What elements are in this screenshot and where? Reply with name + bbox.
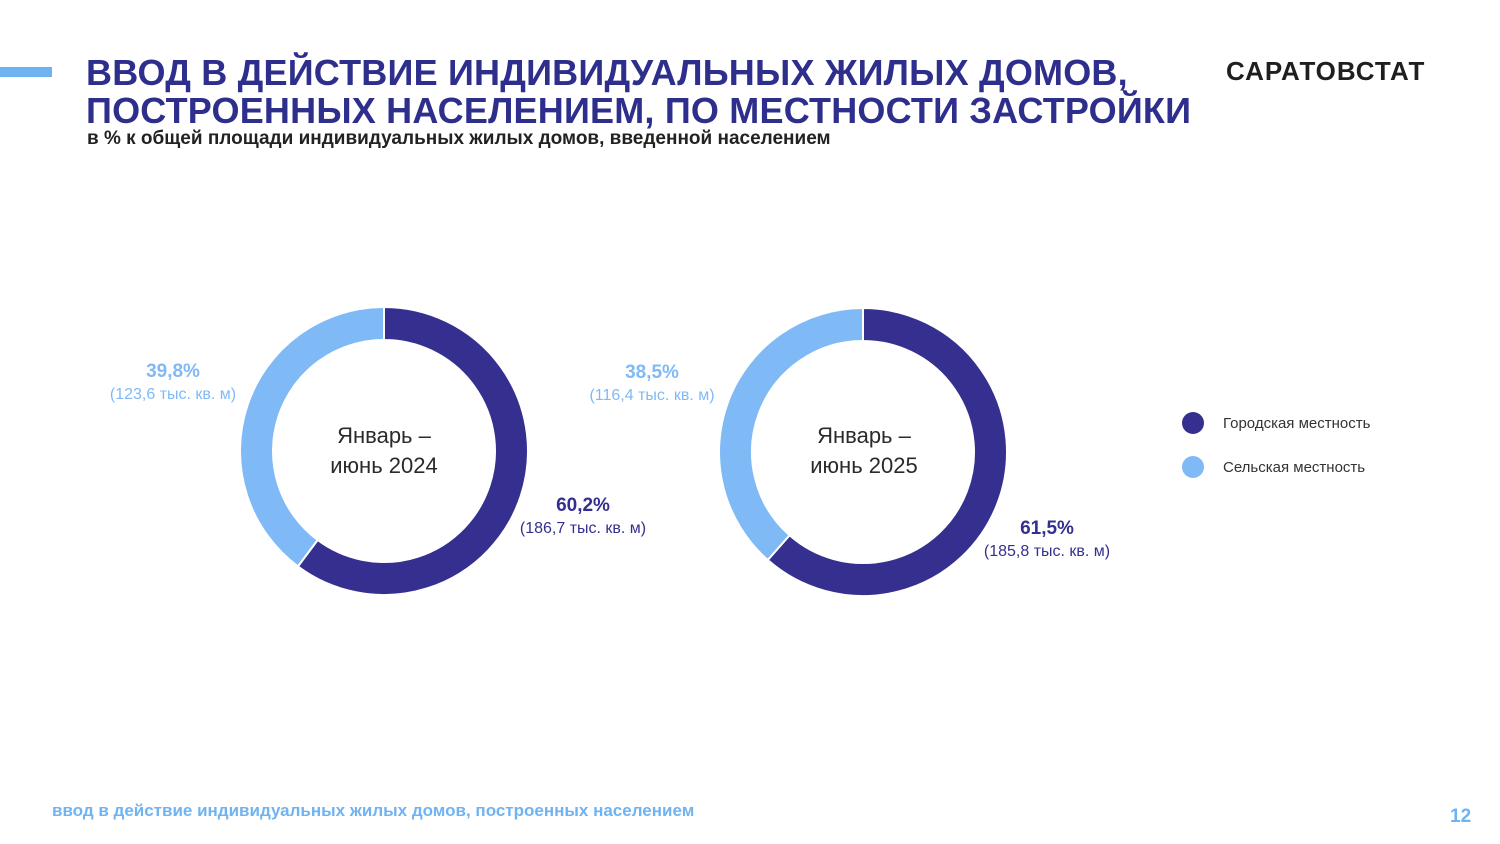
title-line-2: ПОСТРОЕННЫХ НАСЕЛЕНИЕМ, ПО МЕСТНОСТИ ЗАС… — [86, 90, 1192, 131]
chart-2025-rural-label: 38,5% (116,4 тыс. кв. м) — [577, 361, 727, 407]
chart-2024-slice-urban — [296, 305, 529, 596]
chart-2024-urban-percent: 60,2% — [556, 495, 610, 516]
chart-2025-rural-detail: (116,4 тыс. кв. м) — [589, 387, 715, 404]
chart-2024-rural-percent: 39,8% — [146, 361, 200, 382]
page-title: ВВОД В ДЕЙСТВИЕ ИНДИВИДУАЛЬНЫХ ЖИЛЫХ ДОМ… — [86, 54, 1191, 130]
chart-2025-center-line-2: июнь 2025 — [810, 453, 918, 478]
chart-2024-center-label: Январь – июнь 2024 — [284, 421, 484, 481]
chart-2024-urban-detail: (186,7 тыс. кв. м) — [519, 520, 647, 537]
legend-urban-swatch — [1182, 412, 1204, 434]
chart-2024-center-line-1: Январь – — [337, 423, 431, 448]
chart-2024-urban-label: 60,2% (186,7 тыс. кв. м) — [508, 494, 658, 540]
chart-2025-center-line-1: Январь – — [817, 423, 911, 448]
chart-2024-slice-rural — [239, 305, 385, 568]
legend-item-urban: Городская местность — [1182, 412, 1370, 434]
accent-bar — [0, 67, 52, 77]
page-number: 12 — [1450, 806, 1472, 827]
chart-2025-urban-percent: 61,5% — [1020, 518, 1074, 539]
chart-2025-urban-label: 61,5% (185,8 тыс. кв. м) — [972, 517, 1122, 563]
chart-2025-urban-detail: (185,8 тыс. кв. м) — [983, 543, 1111, 560]
legend-rural-label: Сельская местность — [1223, 458, 1366, 476]
footer-text: ввод в действие индивидуальных жилых дом… — [52, 801, 695, 820]
chart-2025-center-label: Январь – июнь 2025 — [764, 421, 964, 481]
page-subtitle: в % к общей площади индивидуальных жилых… — [87, 128, 831, 149]
legend-urban-label: Городская местность — [1223, 414, 1371, 432]
legend-rural-swatch — [1182, 456, 1204, 478]
chart-2025-rural-percent: 38,5% — [625, 362, 679, 383]
chart-2024-rural-detail: (123,6 тыс. кв. м) — [109, 386, 237, 403]
chart-2025-slice-rural — [718, 306, 864, 562]
title-line-1: ВВОД В ДЕЙСТВИЕ ИНДИВИДУАЛЬНЫХ ЖИЛЫХ ДОМ… — [86, 52, 1128, 93]
chart-2025-slice-urban — [766, 306, 1008, 597]
chart-2024-center-line-2: июнь 2024 — [330, 453, 438, 478]
chart-2024-rural-label: 39,8% (123,6 тыс. кв. м) — [98, 360, 248, 406]
legend-item-rural: Сельская местность — [1182, 456, 1365, 478]
brand-logo-text: САРАТОВСТАТ — [1226, 56, 1426, 86]
